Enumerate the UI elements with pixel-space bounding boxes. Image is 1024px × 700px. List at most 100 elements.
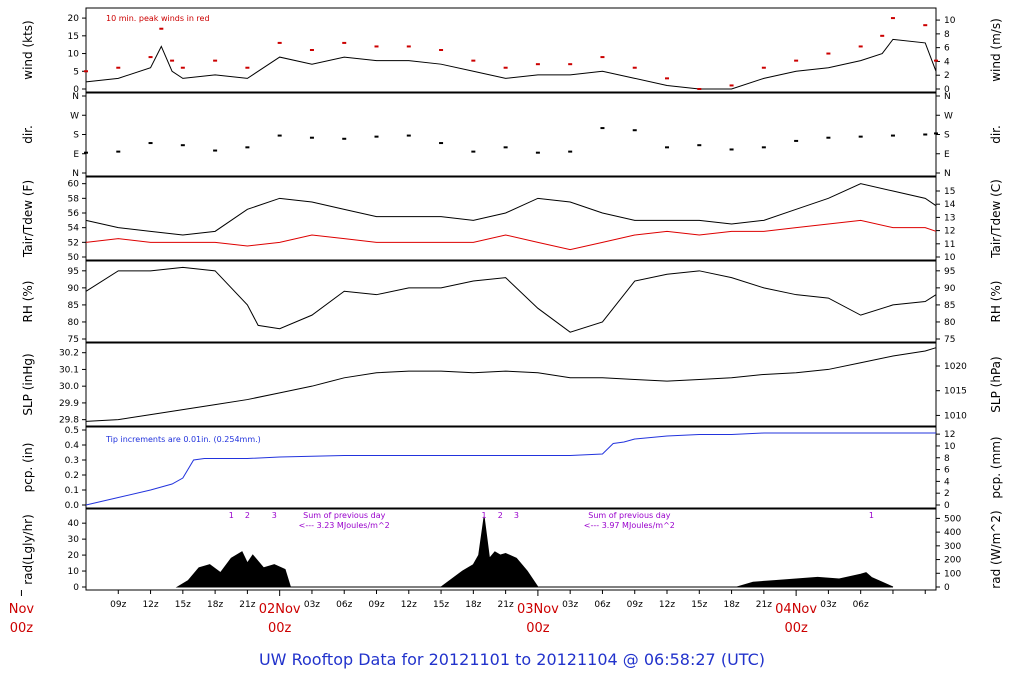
direction-point [858,135,863,138]
left-axis-label: rad(Lgly/hr) [21,514,35,585]
left-tick-label: 80 [68,318,80,328]
panel-frame [85,260,937,343]
peak-wind-point [665,77,670,80]
left-tick-label: 0.4 [65,441,80,451]
hour-tick-label: 15z [433,600,449,610]
left-tick-label: 0.3 [65,456,79,466]
right-axis-label: RH (%) [989,281,1003,323]
peak-wind-point [439,49,444,51]
right-tick-label: 80 [944,318,956,328]
left-axis-label: Tair/Tdew (F) [21,180,35,258]
right-tick-label: W [944,111,953,121]
peak-wind-point [858,45,863,48]
panel-frame [85,342,937,427]
peak-wind-point [84,70,88,73]
right-tick-label: 2 [944,489,950,499]
hour-tick-label: 12z [659,600,675,610]
right-tick-label: 85 [944,301,955,311]
hour-tick-label: 03z [820,600,836,610]
left-tick-label: S [73,131,79,141]
x-axis: 09z 12z 15z 18z 21z 03z 06z 09z 12z 15z 18z 21z 03z 0… [9,590,926,636]
hour-tick-label: 03z [562,600,578,610]
left-tick-label: E [73,150,79,160]
right-axis-label: wind (m/s) [989,18,1003,82]
hour-tick-label: 18z [723,600,739,610]
right-tick-label: 15 [944,187,955,197]
direction-point [826,136,831,139]
peak-wind-point [471,59,476,62]
right-tick-label: 12 [944,430,955,440]
peak-wind-point [632,66,637,69]
left-tick-label: 30 [68,535,80,545]
peak-wind-point [729,84,734,87]
hour-tick-label: 21z [239,600,255,610]
rad-marker: 1 [229,511,234,520]
hour-tick-label: 18z [207,600,223,610]
series-line-slp [85,347,937,422]
direction-point [471,150,476,153]
direction-point [116,150,121,153]
hour-tick-label: 18z [465,600,481,610]
direction-point [794,139,799,142]
peak-wind-point [600,56,605,59]
peak-wind-point [406,45,411,48]
series-line-rh [85,266,937,333]
right-tick-label: 0 [944,583,950,593]
left-tick-label: N [72,169,79,179]
left-tick-label: N [72,92,79,102]
panel-rh: 75 80 85 90 95 75 80 85 90 95 RH (%) RH (%) [21,260,1003,345]
left-tick-label: 90 [68,284,80,294]
right-tick-label: 12 [944,227,955,237]
rad-marker: 3 [514,511,519,520]
right-tick-label: 300 [944,542,961,552]
rad-sum-label: Sum of previous day [588,511,670,520]
panel-annotation: 10 min. peak winds in red [106,14,210,23]
direction-point [148,142,153,145]
direction-point [729,148,734,151]
left-tick-label: 52 [68,238,79,248]
left-tick-label: 30.1 [59,365,79,375]
right-tick-label: 95 [944,267,955,277]
panel-annotation: Tip increments are 0.01in. (0.254mm.) [105,435,261,444]
peak-wind-point [309,49,314,51]
right-axis-label: dir. [989,125,1003,144]
panel-frame [85,176,937,261]
direction-point [503,146,508,149]
panel-frame [85,508,937,591]
rad-marker: 1 [869,511,874,520]
hour-tick-label: 03z [304,600,320,610]
panel-slp: 29.8 29.9 30.0 30.1 30.2 1010 1015 1020 SLP (inH… [21,342,1003,427]
direction-point [934,132,938,135]
direction-point [245,146,250,149]
left-axis-label: RH (%) [21,281,35,323]
left-tick-label: 40 [68,519,80,529]
peak-wind-point [245,66,250,69]
series-line-pcp [85,432,936,506]
direction-point [277,134,282,137]
direction-point [632,129,637,132]
left-tick-label: 15 [68,32,79,42]
peak-wind-point [880,34,885,37]
day-label-date: 04Nov [775,602,817,617]
hour-tick-label: 09z [368,600,384,610]
right-axis-label: rad (W/m^2) [989,510,1003,588]
peak-wind-point [342,41,347,44]
right-tick-label: 75 [944,335,955,345]
direction-point [342,137,347,140]
hour-tick-label: 15z [175,600,191,610]
left-tick-label: 60 [68,180,80,190]
direction-point [213,149,218,152]
hour-tick-label: 06z [336,600,352,610]
peak-wind-point [170,59,175,62]
right-tick-label: 8 [944,454,950,464]
peak-wind-point [794,59,799,62]
day-label-date: 03Nov [517,602,559,617]
panel-frame [85,426,937,509]
hour-tick-label: 06z [853,600,869,610]
left-tick-label: 5 [73,67,79,77]
direction-point [568,150,573,153]
